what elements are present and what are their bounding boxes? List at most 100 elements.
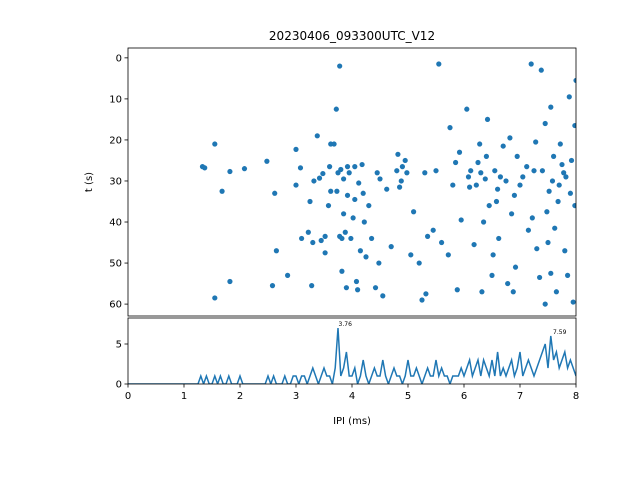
scatter-point <box>307 198 313 205</box>
scatter-point <box>477 141 483 147</box>
scatter-point <box>285 272 291 278</box>
scatter-point <box>425 233 431 239</box>
scatter-point <box>293 146 299 152</box>
scatter-point <box>489 272 495 278</box>
scatter-point <box>299 235 305 242</box>
y-tick-label: 5 <box>116 340 122 351</box>
scatter-point <box>546 188 552 194</box>
scatter-point <box>567 190 574 196</box>
scatter-point <box>534 246 540 252</box>
scatter-point <box>331 141 337 147</box>
scatter-point <box>334 188 340 194</box>
scatter-point <box>533 139 539 145</box>
scatter-point <box>272 190 278 196</box>
scatter-point <box>419 297 425 303</box>
scatter-point <box>537 274 543 281</box>
scatter-point <box>311 178 317 184</box>
scatter-point <box>514 153 520 159</box>
scatter-point <box>507 135 513 141</box>
y-tick-label: 40 <box>109 218 122 229</box>
y-tick-label: 0 <box>116 53 122 64</box>
scatter-point <box>572 202 576 209</box>
scatter-point <box>484 116 491 123</box>
scatter-point <box>512 264 519 270</box>
scatter-point <box>388 244 394 250</box>
scatter-point <box>346 170 352 176</box>
scatter-point <box>566 94 572 100</box>
scatter-point <box>343 285 349 291</box>
scatter-point <box>394 168 400 174</box>
scatter-point <box>227 168 233 175</box>
scatter-point <box>395 151 401 157</box>
scatter-point <box>495 186 501 192</box>
scatter-point <box>433 168 439 174</box>
scatter-point <box>497 174 503 180</box>
scatter-point <box>467 184 473 190</box>
scatter-point <box>542 120 548 127</box>
scatter-point <box>531 168 537 174</box>
scatter-point <box>219 188 225 194</box>
scatter-point <box>241 166 248 172</box>
scatter-point <box>529 215 535 221</box>
scatter-point <box>482 176 488 182</box>
scatter-point <box>445 252 451 258</box>
scatter-point <box>430 227 436 233</box>
scatter-point <box>411 209 417 215</box>
scatter-point <box>325 202 332 209</box>
line-area <box>128 327 576 384</box>
scatter-point <box>328 188 334 194</box>
scatter-point <box>423 291 429 297</box>
scatter-point <box>559 161 565 168</box>
scatter-point <box>509 211 515 217</box>
scatter-point <box>545 239 551 246</box>
y-tick-label: 30 <box>109 176 122 187</box>
scatter-point <box>361 219 367 225</box>
scatter-point <box>416 260 422 266</box>
scatter-point <box>316 175 323 181</box>
scatter-point <box>492 168 498 174</box>
scatter-point <box>320 170 326 177</box>
x-tick-label: 8 <box>573 391 579 402</box>
scatter-point <box>561 170 567 176</box>
scatter-point <box>359 161 365 168</box>
scatter-point <box>264 158 270 164</box>
scatter-point <box>355 287 361 293</box>
scatter-point <box>374 170 380 176</box>
scatter-point <box>525 227 532 233</box>
scatter-point <box>202 165 208 171</box>
scatter-point <box>453 159 459 166</box>
scatter-point <box>376 260 382 266</box>
scatter-point <box>549 178 556 184</box>
scatter-point <box>327 164 333 170</box>
scatter-point <box>505 280 511 287</box>
scatter-point <box>344 192 351 198</box>
scatter-point <box>544 209 550 215</box>
scatter-point <box>450 182 456 188</box>
y-tick-label: 10 <box>109 94 122 105</box>
scatter-point <box>363 254 369 260</box>
scatter-point <box>399 164 405 170</box>
scatter-point <box>496 235 502 242</box>
peak-annotation: 3.76 <box>339 321 353 328</box>
scatter-point <box>568 157 575 164</box>
chart-title: 20230406_093300UTC_V12 <box>269 29 435 43</box>
scatter-point <box>517 182 523 188</box>
x-tick-label: 3 <box>293 391 299 402</box>
scatter-point <box>397 184 403 190</box>
scatter-point <box>404 170 410 176</box>
scatter-point <box>341 176 347 182</box>
scatter-point <box>227 278 233 285</box>
scatter-point <box>478 170 484 176</box>
x-tick-label: 6 <box>461 391 467 402</box>
scatter-point <box>475 159 481 166</box>
scatter-point <box>212 295 218 301</box>
scatter-point <box>318 237 324 244</box>
scatter-point <box>356 180 362 186</box>
scatter-point <box>322 250 328 256</box>
scatter-area <box>199 61 576 307</box>
scatter-point <box>486 202 492 209</box>
y-tick-label: 50 <box>109 259 122 270</box>
y-tick-label: 20 <box>109 135 122 146</box>
scatter-point <box>352 164 358 170</box>
